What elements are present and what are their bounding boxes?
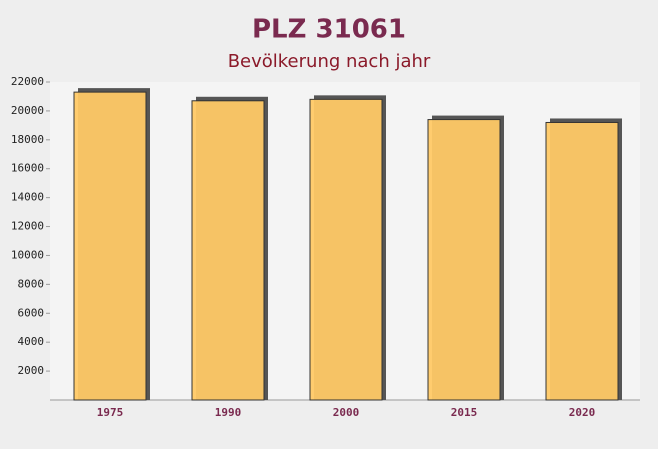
- y-tick-label: 6000: [18, 306, 45, 319]
- y-tick-label: 2000: [18, 364, 45, 377]
- chart-subtitle: Bevölkerung nach jahr: [228, 51, 431, 72]
- x-tick-label: 2000: [333, 406, 360, 419]
- bar: [73, 91, 147, 401]
- y-tick-label: 10000: [11, 248, 44, 261]
- y-tick-label: 18000: [11, 133, 44, 146]
- y-tick-label: 22000: [11, 75, 44, 88]
- y-tick-label: 14000: [11, 191, 44, 204]
- y-tick-label: 16000: [11, 162, 44, 175]
- y-tick-label: 8000: [18, 277, 45, 290]
- y-tick-label: 12000: [11, 220, 44, 233]
- x-tick-label: 1990: [215, 406, 242, 419]
- x-tick-label: 2015: [451, 406, 478, 419]
- y-tick-label: 4000: [18, 335, 45, 348]
- chart-title: PLZ 31061: [252, 15, 406, 45]
- x-tick-label: 2020: [569, 406, 596, 419]
- bar: [309, 98, 383, 401]
- bar: [191, 100, 265, 401]
- x-tick-label: 1975: [97, 406, 124, 419]
- bar: [427, 119, 501, 401]
- y-tick-label: 20000: [11, 104, 44, 117]
- bar: [545, 121, 619, 401]
